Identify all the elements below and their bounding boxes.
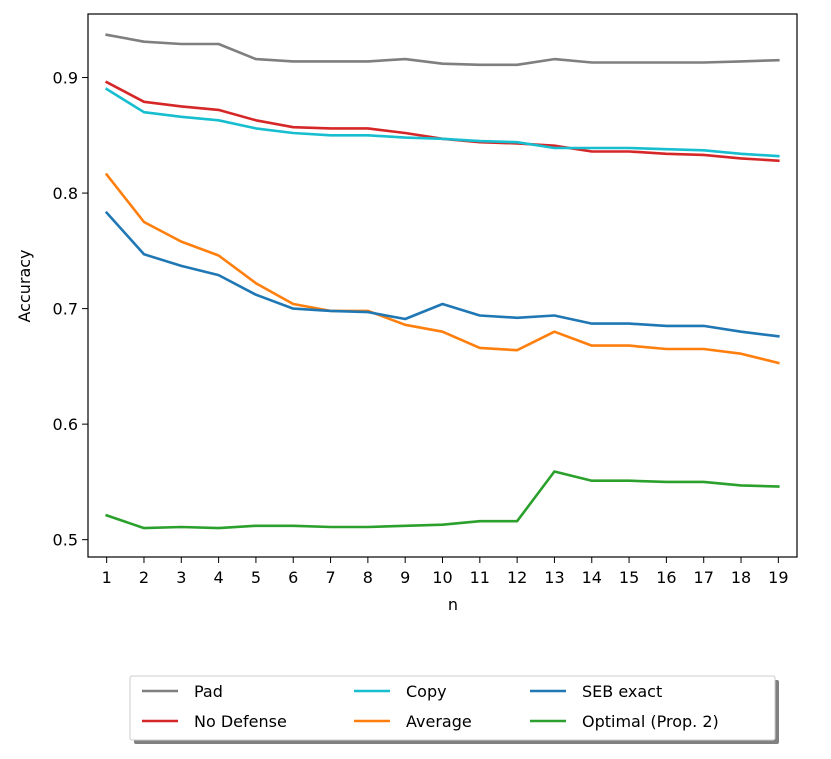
x-tick-label: 12 — [507, 568, 527, 587]
legend-items: Pad No Defense Copy Average SEB exact Optimal… — [142, 682, 719, 731]
x-tick-label: 11 — [470, 568, 490, 587]
x-tick-label: 7 — [325, 568, 335, 587]
series-line-2 — [104, 87, 780, 158]
series-line-0 — [105, 33, 780, 67]
x-tick-label: 10 — [432, 568, 452, 587]
x-axis-label: n — [448, 595, 458, 614]
x-axis-ticks: 1 2 3 4 5 6 7 8 9 10 11 12 13 14 15 16 17 18 19 — [102, 557, 789, 587]
legend-label-4: SEB exact — [582, 682, 662, 701]
x-tick-label: 16 — [656, 568, 676, 587]
y-tick-label: 0.7 — [53, 300, 78, 319]
x-tick-label: 9 — [400, 568, 410, 587]
x-tick-label: 17 — [694, 568, 714, 587]
legend-frame — [129, 675, 776, 741]
legend-label-0: Pad — [194, 682, 223, 701]
x-tick-label: 3 — [176, 568, 186, 587]
y-axis-ticks: 0.5 0.6 0.7 0.8 0.9 — [53, 69, 88, 550]
x-tick-label: 6 — [288, 568, 298, 587]
y-tick-label: 0.8 — [53, 184, 78, 203]
x-tick-label: 14 — [582, 568, 602, 587]
series-line-5 — [105, 470, 780, 530]
x-tick-label: 13 — [544, 568, 564, 587]
series-layer — [104, 33, 780, 530]
x-tick-label: 2 — [139, 568, 149, 587]
x-tick-label: 1 — [102, 568, 112, 587]
x-tick-label: 18 — [731, 568, 751, 587]
legend-label-2: Copy — [406, 682, 447, 701]
y-tick-label: 0.6 — [53, 415, 78, 434]
legend: Pad No Defense Copy Average SEB exact Optimal… — [129, 675, 779, 744]
y-axis-label: Accuracy — [15, 249, 34, 322]
x-tick-label: 15 — [619, 568, 639, 587]
x-tick-label: 19 — [768, 568, 788, 587]
legend-label-1: No Defense — [194, 712, 287, 731]
x-tick-label: 4 — [214, 568, 224, 587]
y-tick-label: 0.9 — [53, 69, 78, 88]
series-line-3 — [104, 172, 780, 365]
x-tick-label: 8 — [363, 568, 373, 587]
series-line-4 — [104, 210, 780, 338]
plot-area — [87, 13, 798, 558]
x-tick-label: 5 — [251, 568, 261, 587]
y-tick-label: 0.5 — [53, 531, 78, 550]
legend-label-3: Average — [406, 712, 472, 731]
legend-label-5: Optimal (Prop. 2) — [582, 712, 719, 731]
